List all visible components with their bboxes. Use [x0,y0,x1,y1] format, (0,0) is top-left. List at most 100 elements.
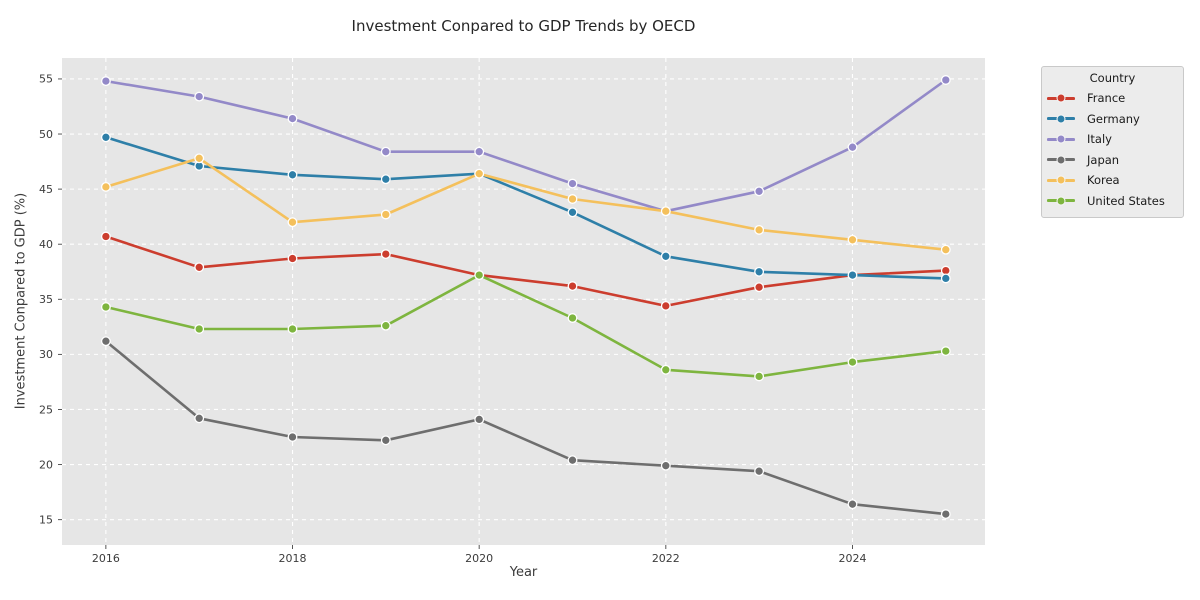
series-marker-japan [567,455,578,466]
series-marker-germany [660,251,671,262]
series-marker-united-states [287,324,298,334]
series-marker-italy [380,146,391,157]
series-japan [100,336,951,520]
series-line-japan [104,339,948,516]
series-marker-france [287,253,298,264]
series-marker-italy [754,186,765,197]
y-tick-label: 45 [39,183,53,196]
y-tick-label: 25 [39,403,53,416]
series-marker-germany [940,273,951,284]
series-marker-germany [754,266,765,277]
series-marker-korea [754,224,765,235]
series-line-germany [104,136,948,280]
series-marker-korea [660,206,671,217]
series-marker-korea [847,234,858,245]
legend-key-icon [1047,134,1075,144]
series-marker-germany [847,270,858,281]
series-line-italy [104,78,948,213]
legend-item-label: Korea [1087,173,1120,188]
series-marker-united-states [754,371,765,382]
y-tick-label: 30 [39,348,53,361]
series-marker-korea [287,217,298,228]
legend-item-france: France [1042,88,1183,109]
plot-background [62,58,985,545]
series-korea [100,153,951,255]
series-marker-japan [847,499,858,510]
series-marker-korea [567,194,578,204]
legend-dot-swatch [1056,134,1066,144]
series-marker-japan [474,414,485,425]
series-marker-japan [660,460,671,471]
series-line-korea [104,157,948,251]
series-marker-italy [567,178,578,189]
legend-item-label: Italy [1087,132,1112,147]
series-marker-united-states [474,270,485,281]
series-marker-united-states [194,324,205,334]
legend-key-icon [1047,93,1075,103]
series-marker-france [754,282,765,293]
series-marker-france [567,281,578,292]
legend-key-icon [1047,175,1075,185]
legend-item-germany: Germany [1042,109,1183,130]
series-marker-united-states [567,313,578,323]
x-tick-label: 2018 [279,552,307,565]
y-tick-label: 20 [39,458,53,471]
y-axis-label: Investment Conpared to GDP (%) [13,192,29,410]
legend: Country France Germany Italy Japan Korea Unit… [1041,66,1184,218]
x-tick-label: 2020 [465,552,493,565]
x-tick-label: 2024 [838,552,866,565]
series-marker-italy [194,91,205,102]
legend-dot-swatch [1056,93,1066,103]
series-marker-france [660,300,671,311]
series-marker-korea [380,209,391,220]
series-marker-korea [940,244,951,255]
series-line-france [104,235,948,308]
series-marker-united-states [660,364,671,375]
legend-item-japan: Japan [1042,150,1183,171]
legend-item-italy: Italy [1042,129,1183,150]
legend-key-icon [1047,196,1075,206]
legend-key-icon [1047,155,1075,165]
series-marker-united-states [940,346,951,357]
series-marker-japan [940,509,951,520]
series-marker-italy [100,76,111,87]
x-tick-label: 2016 [92,552,120,565]
series-marker-united-states [380,320,391,331]
legend-item-label: United States [1087,193,1165,208]
series-marker-japan [287,432,298,442]
series-marker-japan [194,413,205,424]
series-italy [100,75,951,217]
series-marker-france [380,249,391,260]
legend-dot-swatch [1056,175,1066,185]
series-marker-japan [380,435,391,446]
series-marker-italy [847,142,858,153]
series-marker-germany [100,132,111,143]
legend-dot-swatch [1056,155,1066,165]
series-marker-korea [194,153,205,164]
legend-dot-swatch [1056,196,1066,206]
series-marker-germany [380,174,391,185]
series-marker-united-states [847,357,858,368]
tick-labels: 15 20 25 30 35 40 45 50 55 2016 2018 2020 2022 2024 [39,73,866,565]
legend-item-label: Germany [1087,111,1140,126]
legend-item-korea: Korea [1042,170,1183,191]
series-marker-korea [474,168,485,179]
x-axis-label: Year [509,565,538,580]
series-marker-italy [287,113,298,124]
y-tick-label: 35 [39,293,53,306]
series-marker-united-states [100,302,111,312]
series-marker-japan [754,466,765,477]
legend-key-icon [1047,114,1075,124]
series-line-united-states [104,273,948,378]
x-tick-label: 2022 [652,552,680,565]
series-marker-germany [567,207,578,218]
legend-item-united-states: United States [1042,191,1183,212]
legend-item-label: France [1087,91,1126,106]
series-marker-italy [474,146,485,157]
y-tick-label: 55 [39,73,53,86]
series-marker-korea [100,181,111,192]
chart-title: Investment Conpared to GDP Trends by OEC… [351,17,696,35]
y-tick-label: 15 [39,513,53,526]
